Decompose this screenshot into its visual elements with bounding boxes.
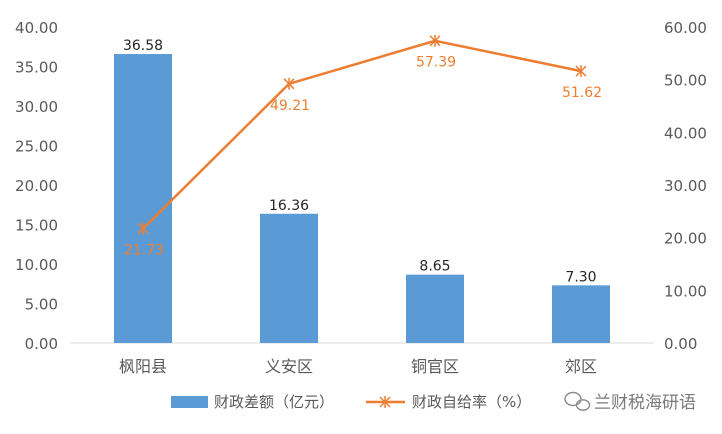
right-tick-label: 20.00 — [664, 230, 707, 248]
line-point-4 — [575, 65, 587, 78]
right-tick-label: 50.00 — [664, 72, 707, 90]
right-tick-label: 30.00 — [664, 177, 707, 195]
legend: 财政差额（亿元） 财政自给率（%） — [171, 393, 531, 411]
bar-1 — [114, 54, 172, 343]
line-data-label: 57.39 — [416, 55, 456, 71]
category-label: 义安区 — [265, 357, 313, 376]
legend-line-marker — [379, 396, 391, 408]
left-axis: 0.00 5.00 10.00 15.00 20.00 25.00 30.00 35.00 40… — [15, 19, 58, 353]
right-tick-label: 10.00 — [664, 282, 707, 300]
legend-bar-swatch — [171, 396, 208, 408]
left-tick-label: 5.00 — [25, 296, 58, 314]
right-tick-label: 0.00 — [664, 335, 697, 353]
category-label: 枫阳县 — [119, 357, 167, 376]
category-label: 郊区 — [565, 357, 597, 376]
line-point-3 — [429, 34, 441, 47]
wechat-icon — [564, 391, 591, 411]
line-data-label: 51.62 — [562, 85, 602, 101]
bar-3 — [406, 274, 464, 343]
left-tick-label: 0.00 — [25, 335, 58, 353]
left-tick-label: 20.00 — [15, 177, 58, 195]
bar-data-label: 16.36 — [269, 198, 309, 214]
right-axis: 0.00 10.00 20.00 30.00 40.00 50.00 60.00 — [664, 19, 707, 353]
line-series: 21.73 49.21 57.39 51.62 — [124, 34, 602, 259]
right-tick-label: 60.00 — [664, 19, 707, 37]
left-tick-label: 15.00 — [15, 217, 58, 235]
line-data-label: 21.73 — [124, 243, 164, 259]
right-tick-label: 40.00 — [664, 124, 707, 142]
legend-line-label: 财政自给率（%） — [412, 393, 531, 411]
bar-2 — [260, 213, 318, 343]
left-tick-label: 25.00 — [15, 138, 58, 156]
bar-4 — [552, 285, 610, 343]
left-tick-label: 30.00 — [15, 98, 58, 116]
line-path — [142, 39, 582, 230]
bar-series: 36.58 16.36 8.65 7.30 — [114, 38, 610, 343]
left-tick-label: 10.00 — [15, 256, 58, 274]
category-label: 铜官区 — [411, 357, 459, 376]
line-data-label: 49.21 — [270, 98, 310, 114]
line-point-1 — [137, 222, 149, 235]
left-tick-label: 35.00 — [15, 59, 58, 77]
line-point-2 — [283, 77, 295, 90]
watermark-text: 兰财税海研语 — [594, 393, 696, 413]
x-axis-tick-labels: 枫阳县 义安区 铜官区 郊区 — [119, 357, 597, 376]
bar-data-label: 8.65 — [419, 259, 450, 275]
watermark: 兰财税海研语 — [564, 391, 696, 413]
left-tick-label: 40.00 — [15, 19, 58, 37]
bar-data-label: 36.58 — [123, 38, 163, 54]
bar-data-label: 7.30 — [565, 269, 596, 285]
legend-bar-label: 财政差额（亿元） — [214, 393, 334, 411]
